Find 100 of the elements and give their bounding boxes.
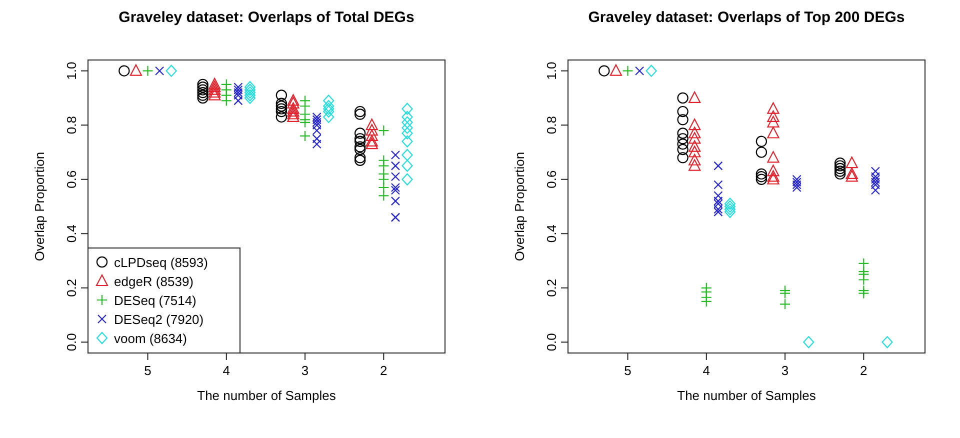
point	[767, 102, 780, 114]
point	[354, 144, 366, 156]
point	[244, 84, 256, 96]
legend-label: DESeq (7514)	[114, 293, 196, 308]
legend-label: cLPDseq (8593)	[114, 255, 208, 270]
point	[700, 296, 712, 308]
point	[287, 104, 300, 117]
point	[779, 298, 791, 310]
point	[756, 136, 768, 147]
x-tick-label: 4	[702, 363, 710, 378]
point	[402, 160, 413, 172]
y-tick-label: 0.4	[64, 224, 79, 243]
y-tick-label: 1.0	[544, 62, 559, 80]
point	[402, 148, 413, 162]
point	[677, 133, 688, 144]
point	[402, 122, 413, 134]
point	[323, 110, 334, 124]
point	[276, 103, 288, 114]
point	[688, 91, 701, 104]
point	[287, 102, 300, 114]
x-tick-label: 4	[222, 363, 230, 378]
point	[287, 94, 300, 106]
point	[130, 64, 142, 76]
x-tick-label: 2	[380, 363, 388, 378]
point	[834, 158, 846, 169]
point	[846, 167, 858, 179]
point	[354, 141, 366, 152]
point	[677, 92, 688, 104]
point	[677, 106, 688, 118]
x-axis-title: The number of Samples	[677, 388, 816, 403]
point	[677, 114, 688, 126]
y-tick-label: 0.8	[64, 116, 79, 134]
point	[287, 108, 300, 120]
point	[323, 102, 334, 115]
point	[622, 65, 634, 76]
point	[354, 128, 366, 139]
point	[688, 126, 701, 138]
point	[402, 135, 413, 148]
y-tick-label: 0.6	[544, 170, 559, 188]
x-tick-label: 3	[781, 363, 789, 378]
point	[244, 89, 256, 102]
y-tick-label: 0.2	[64, 278, 79, 297]
point	[402, 127, 413, 140]
x-tick-label: 5	[144, 363, 152, 378]
point	[276, 111, 288, 123]
point	[299, 130, 311, 142]
point	[366, 118, 378, 130]
point	[354, 133, 366, 144]
point	[402, 110, 413, 124]
y-tick-label: 0.0	[544, 333, 559, 352]
point	[756, 146, 768, 158]
point	[244, 81, 256, 94]
point	[166, 64, 177, 77]
point	[402, 102, 413, 115]
point	[767, 172, 780, 184]
legend-label: DESeq2 (7920)	[114, 312, 204, 327]
point	[118, 65, 130, 76]
point	[354, 152, 366, 164]
point	[677, 144, 688, 156]
y-tick-label: 0.2	[544, 278, 559, 297]
point	[299, 100, 311, 112]
y-tick-label: 0.0	[64, 333, 79, 352]
point	[366, 129, 378, 142]
point	[354, 136, 366, 147]
point	[276, 90, 288, 101]
point	[724, 203, 736, 216]
point	[197, 92, 208, 104]
point	[724, 200, 736, 213]
point	[208, 80, 221, 92]
point	[220, 95, 232, 106]
y-tick-label: 1.0	[64, 62, 79, 80]
point	[354, 108, 366, 120]
point	[323, 94, 334, 107]
x-tick-label: 5	[624, 363, 632, 378]
point	[688, 132, 701, 144]
point	[276, 98, 288, 109]
point	[323, 105, 334, 118]
x-tick-label: 3	[301, 363, 309, 378]
point	[276, 106, 288, 118]
point	[378, 160, 390, 172]
point	[677, 128, 688, 139]
point	[276, 100, 288, 112]
point	[767, 110, 780, 122]
point	[767, 151, 780, 163]
point	[197, 78, 208, 90]
point	[688, 146, 701, 158]
point	[779, 288, 791, 299]
point	[197, 82, 208, 93]
y-axis-title: Overlap Proportion	[512, 152, 527, 262]
point	[846, 170, 858, 182]
point	[402, 116, 413, 128]
chart-title: Graveley dataset: Overlaps of Top 200 DEGs	[588, 9, 905, 26]
point	[677, 138, 688, 150]
point	[688, 118, 701, 130]
point	[688, 159, 701, 171]
point	[646, 64, 657, 77]
point	[834, 166, 846, 177]
point	[724, 206, 736, 218]
point	[767, 126, 780, 138]
point	[366, 134, 378, 146]
